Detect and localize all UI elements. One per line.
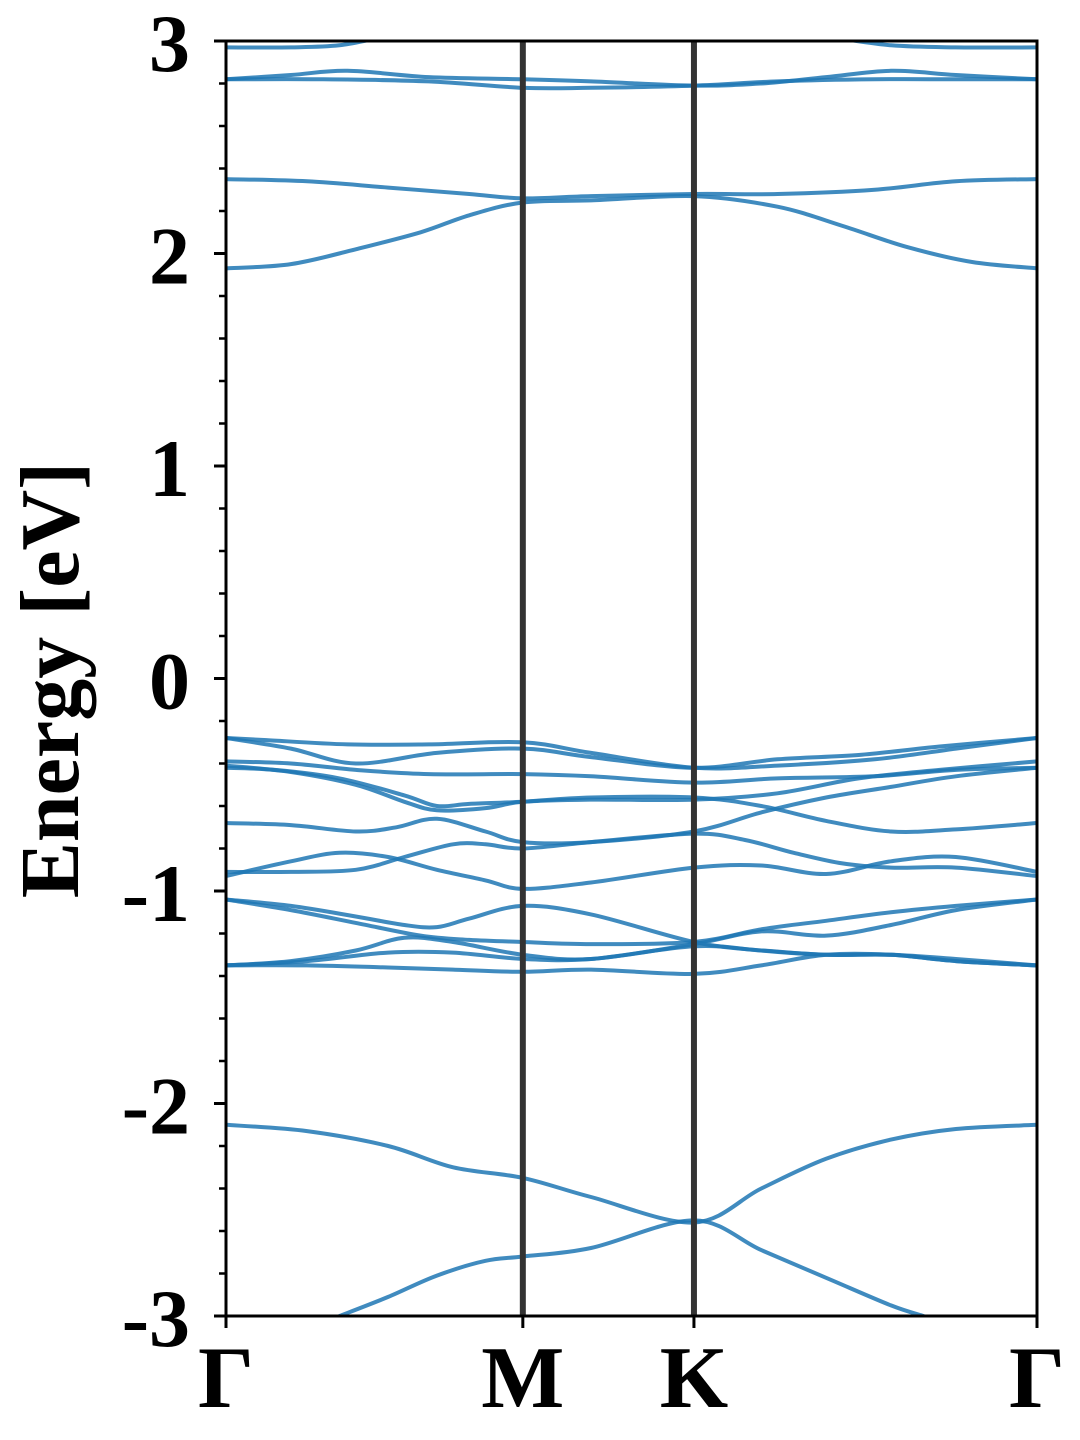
band-line — [226, 1122, 1037, 1225]
y-tick-label: -2 — [122, 1061, 190, 1152]
band-line — [337, 1218, 926, 1316]
y-tick-label: 2 — [149, 211, 190, 302]
band-line — [226, 897, 1037, 947]
band-line — [226, 765, 1037, 834]
y-tick-label: 3 — [149, 0, 190, 89]
band-line — [226, 41, 1037, 50]
band-line — [226, 193, 1037, 271]
x-tick-label: Γ — [198, 1330, 254, 1427]
k-point-lines — [519, 41, 697, 1316]
y-tick-label: -1 — [122, 848, 190, 939]
band-line — [226, 850, 1037, 891]
band-line — [226, 68, 1037, 88]
axes-layer — [224, 39, 1039, 1318]
x-tick-label: K — [660, 1330, 728, 1427]
y-ticks: -3 -2 -1 0 1 2 3 — [122, 0, 226, 1364]
y-tick-label: -3 — [122, 1273, 190, 1364]
y-tick-label: 0 — [149, 636, 190, 727]
band-line — [226, 736, 1037, 771]
band-line — [226, 77, 1037, 91]
x-tick-label: M — [481, 1330, 564, 1427]
bands-layer — [226, 41, 1037, 1316]
y-tick-label: 1 — [149, 423, 190, 514]
band-line — [226, 736, 1037, 770]
plot-frame — [224, 39, 1039, 1318]
x-tick-label: Γ — [1009, 1330, 1065, 1427]
band-line — [226, 831, 1037, 879]
band-line — [226, 177, 1037, 201]
y-axis-label: Energy [eV] — [4, 462, 97, 898]
band-line — [226, 951, 1037, 976]
